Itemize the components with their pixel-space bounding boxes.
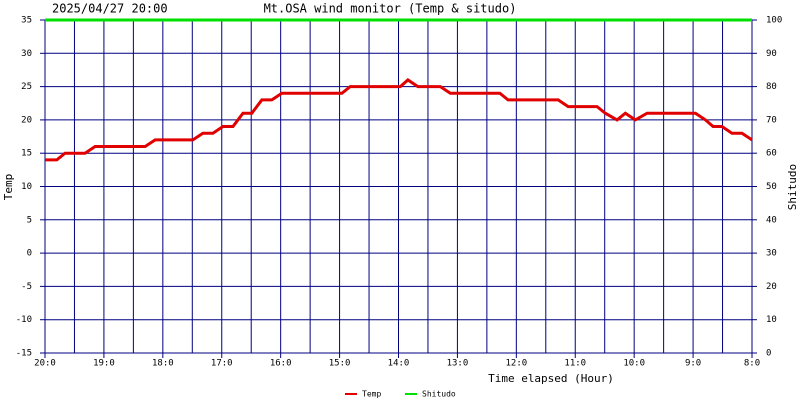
y2-tick-label: 50 — [766, 182, 777, 192]
y-tick-label: 0 — [27, 249, 32, 259]
y2-tick-label: 60 — [766, 149, 777, 159]
y2-tick-label: 30 — [766, 249, 777, 259]
x-tick-label: 17:0 — [211, 359, 233, 369]
y2-tick-label: 40 — [766, 215, 777, 225]
x-axis-label: Time elapsed (Hour) — [488, 372, 614, 385]
y-tick-label: -10 — [16, 315, 32, 325]
y2-tick-label: 90 — [766, 49, 777, 59]
y2-axis-label: Shitudo — [786, 164, 799, 210]
x-tick-label: 18:0 — [152, 359, 174, 369]
y-axis-label: Temp — [2, 174, 15, 201]
y2-tick-label: 80 — [766, 82, 777, 92]
x-tick-label: 19:0 — [93, 359, 115, 369]
y2-tick-label: 100 — [766, 16, 782, 26]
y-tick-label: 15 — [21, 149, 32, 159]
y-tick-label: 25 — [21, 82, 32, 92]
y-tick-label: 5 — [27, 215, 32, 225]
data-line — [45, 78, 753, 162]
x-tick-label: 15:0 — [329, 359, 351, 369]
x-tick-label: 10:0 — [623, 359, 645, 369]
y2-tick-label: 10 — [766, 315, 777, 325]
y-tick-label: -5 — [21, 282, 32, 292]
y-tick-label: 20 — [21, 115, 32, 125]
y-tick-label: -15 — [16, 349, 32, 359]
x-tick-label: 9:0 — [685, 359, 701, 369]
x-tick-label: 13:0 — [447, 359, 469, 369]
x-tick-label: 20:0 — [34, 359, 56, 369]
y-tick-label: 10 — [21, 182, 32, 192]
y-tick-label: 35 — [21, 16, 32, 26]
timestamp: 2025/04/27 20:00 — [52, 2, 168, 16]
chart-title: Mt.OSA wind monitor (Temp & situdo) — [264, 2, 517, 16]
y2-tick-label: 70 — [766, 115, 777, 125]
x-tick-label: 12:0 — [505, 359, 527, 369]
x-tick-label: 16:0 — [270, 359, 292, 369]
x-tick-label: 14:0 — [388, 359, 410, 369]
legend-label: Temp — [362, 390, 381, 399]
y2-tick-label: 20 — [766, 282, 777, 292]
legend-label: Shitudo — [422, 390, 456, 399]
y2-tick-label: 0 — [766, 349, 771, 359]
y-tick-label: 30 — [21, 49, 32, 59]
x-tick-label: 8:0 — [744, 359, 760, 369]
x-tick-label: 11:0 — [564, 359, 586, 369]
